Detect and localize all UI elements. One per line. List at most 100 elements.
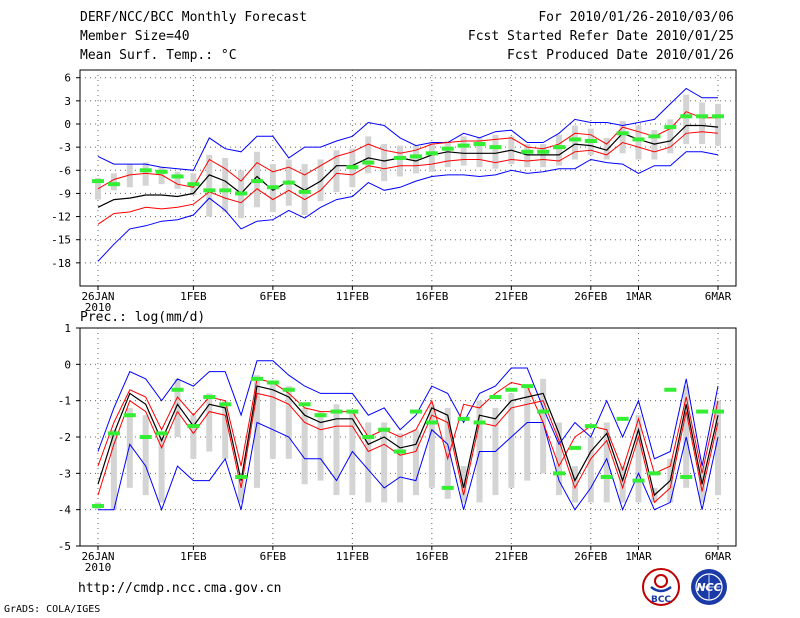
- ensemble-box: [333, 150, 340, 192]
- y-tick-label: 3: [64, 95, 71, 108]
- observed-marker: [680, 114, 693, 119]
- member-size: Member Size=40: [80, 29, 190, 44]
- ensemble-box: [635, 415, 642, 503]
- ensemble-box: [381, 144, 388, 182]
- forecast-period: For 2010/01/26-2010/03/06: [538, 10, 734, 25]
- ensemble-box: [142, 415, 149, 496]
- observed-marker: [584, 424, 597, 429]
- series-min-line: [98, 421, 719, 512]
- observed-marker: [553, 145, 566, 150]
- x-tick-label: 21FEB: [495, 550, 528, 563]
- ensemble-box: [683, 94, 690, 145]
- observed-marker: [425, 151, 438, 156]
- observed-marker: [235, 474, 248, 479]
- ensemble-box: [142, 162, 149, 186]
- series-lower-line: [97, 392, 719, 504]
- ncc-logo: NCC: [691, 569, 727, 605]
- ensemble-box: [222, 400, 229, 459]
- x-tick-label: 26JAN: [81, 290, 114, 303]
- observed-marker: [203, 188, 216, 193]
- ensemble-box: [492, 134, 499, 169]
- y-tick-label: -4: [58, 504, 72, 517]
- observed-marker: [696, 409, 709, 414]
- observed-marker: [282, 180, 295, 185]
- ensemble-box: [222, 157, 229, 212]
- ensemble-box: [460, 466, 467, 503]
- forecast-started: Fcst Started Refer Date 2010/01/25: [467, 29, 734, 44]
- ensemble-box: [715, 400, 721, 496]
- observed-marker: [473, 420, 486, 425]
- observed-marker: [521, 149, 534, 154]
- ensemble-box: [158, 437, 165, 503]
- observed-marker: [187, 182, 200, 187]
- x-tick-label: 11FEB: [336, 550, 369, 563]
- observed-marker: [139, 435, 152, 439]
- ensemble-box: [715, 103, 721, 146]
- ensemble-box: [349, 411, 356, 496]
- observed-marker: [537, 409, 550, 414]
- ensemble-box: [110, 429, 117, 510]
- observed-marker: [568, 445, 581, 450]
- ensemble-box: [317, 411, 324, 481]
- ensemble-box: [158, 167, 165, 185]
- observed-marker: [394, 155, 407, 160]
- ensemble-box: [301, 407, 308, 485]
- ensemble-box: [619, 120, 626, 154]
- observed-marker: [266, 185, 279, 190]
- observed-marker: [664, 387, 677, 392]
- ncc-logo-text: NCC: [696, 581, 721, 594]
- observed-marker: [457, 143, 470, 148]
- precip-title: Prec.: log(mm/d): [80, 310, 205, 325]
- observed-marker: [314, 413, 327, 418]
- ensemble-box: [460, 136, 467, 166]
- observed-marker: [362, 160, 375, 165]
- observed-marker: [92, 179, 104, 184]
- observed-marker: [171, 387, 184, 392]
- observed-marker: [696, 114, 709, 119]
- observed-marker: [187, 424, 200, 429]
- plot-frame: [79, 69, 737, 287]
- bcc-logo: BCC: [642, 568, 680, 606]
- observed-marker: [203, 395, 216, 400]
- observed-marker: [155, 431, 168, 436]
- observed-marker: [346, 165, 359, 170]
- observed-marker: [155, 169, 168, 174]
- ensemble-box: [699, 102, 706, 145]
- ensemble-box: [619, 466, 626, 503]
- ensemble-box: [540, 378, 547, 474]
- ensemble-box: [667, 119, 674, 154]
- ensemble-box: [444, 140, 451, 168]
- ensemble-box: [651, 130, 658, 160]
- source-url[interactable]: http://cmdp.ncc.cma.gov.cn: [78, 581, 282, 596]
- chart-panel-1: 6 3 0 -3 -6 -9 -12 -15 -18 26JAN 1FEB 6FEB 11FEB 16FE…: [51, 69, 737, 314]
- x-tick-label: 16FEB: [415, 550, 448, 563]
- chart-title: DERF/NCC/BCC Monthly Forecast: [80, 10, 307, 25]
- series-mean-line: [97, 385, 719, 497]
- ensemble-box: [508, 393, 515, 488]
- y-tick-label: 0: [64, 358, 71, 371]
- y-tick-label: -5: [58, 540, 71, 553]
- x-tick-label: 26FEB: [574, 550, 607, 563]
- series-max-line: [97, 87, 718, 171]
- observed-marker: [537, 149, 550, 154]
- y-tick-label: -12: [51, 211, 71, 224]
- y-tick-label: -6: [58, 164, 71, 177]
- ensemble-box: [556, 422, 563, 496]
- ensemble-box: [333, 404, 340, 496]
- ensemble-box: [571, 466, 578, 503]
- y-tick-label: -3: [58, 467, 71, 480]
- observed-marker: [409, 409, 422, 414]
- observed-marker: [409, 154, 422, 159]
- grads-credit: GrADS: COLA/IGES: [4, 604, 101, 615]
- ensemble-box: [397, 433, 404, 503]
- ensemble-box: [571, 125, 578, 160]
- observed-marker: [457, 416, 470, 421]
- observed-marker: [425, 420, 438, 425]
- ensemble-box: [126, 164, 133, 188]
- y-tick-label: -15: [51, 234, 71, 247]
- ensemble-box: [603, 137, 610, 160]
- ensemble-box: [174, 171, 181, 189]
- observed-marker: [378, 427, 391, 432]
- ensemble-box: [365, 422, 372, 503]
